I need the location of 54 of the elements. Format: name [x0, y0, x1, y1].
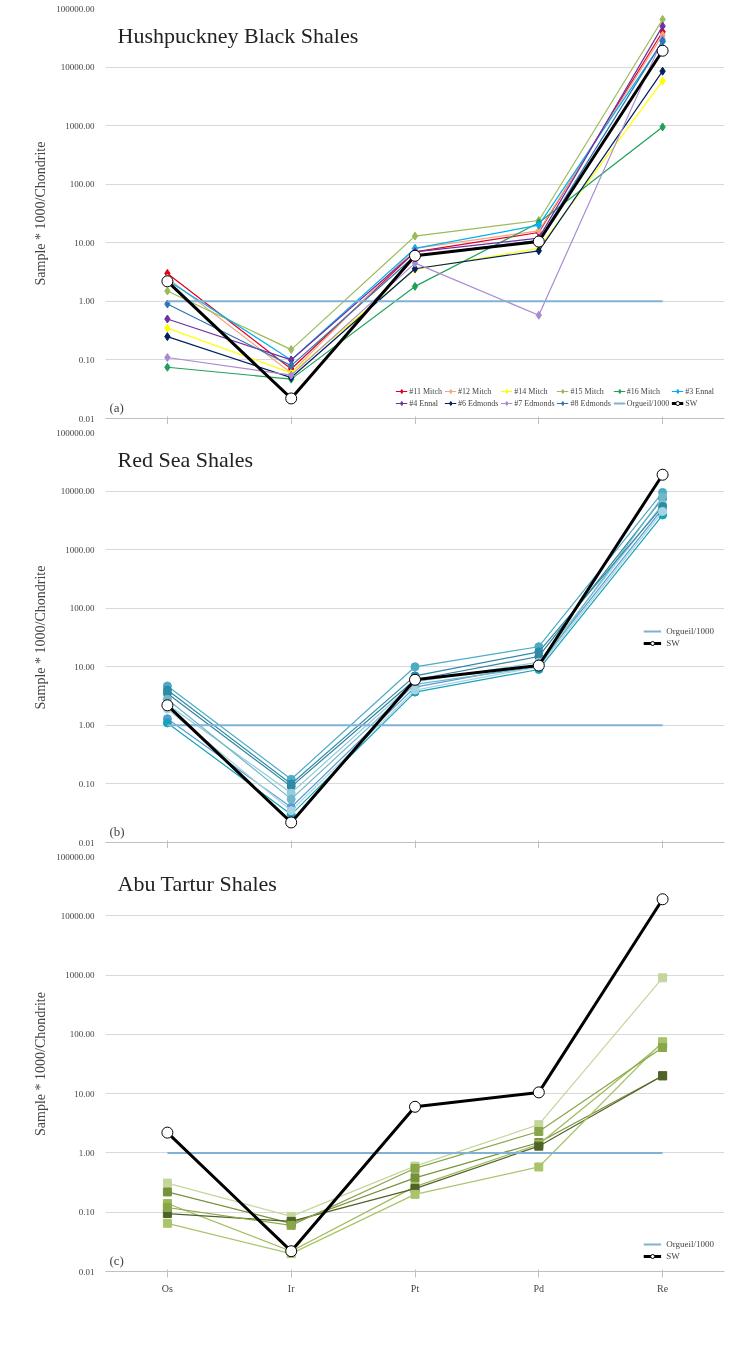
- legend-label: #14 Mitch: [514, 386, 548, 396]
- y-tick-label: 10000.00: [60, 910, 95, 921]
- legend-label: SW: [666, 1251, 681, 1261]
- y-tick-label: 10000.00: [60, 62, 95, 73]
- legend-label: Orgueil/1000: [626, 398, 670, 408]
- y-tick-label: 0.10: [78, 778, 95, 789]
- legend-label: SW: [666, 638, 681, 648]
- y-tick-label: 100000.00: [56, 427, 95, 438]
- legend-label: #6 Edmonds: [458, 398, 499, 408]
- y-tick-label: 0.01: [78, 413, 95, 424]
- y-tick-label: 100.00: [69, 603, 95, 614]
- x-tick-label: Pd: [533, 1282, 545, 1294]
- legend-label: Orgueil/1000: [666, 626, 714, 636]
- legend-label: #16 Mitch: [626, 386, 660, 396]
- legend-label: #11 Mitch: [409, 386, 443, 396]
- annotation: (c): [109, 1252, 124, 1268]
- x-tick-label: Ir: [287, 1282, 296, 1294]
- text: Red Sea Shales: [117, 446, 254, 472]
- y-tick-label: 0.01: [78, 837, 95, 848]
- legend-label: #3 Ennal: [685, 386, 714, 396]
- y-tick-label: 1000.00: [65, 120, 95, 131]
- y-tick-label: 10.00: [74, 237, 95, 248]
- y-tick-label: 100.00: [69, 179, 95, 190]
- legend-label: #12 Mitch: [458, 386, 492, 396]
- x-tick-label: Pt: [410, 1282, 420, 1294]
- y-tick-label: 10.00: [74, 661, 95, 672]
- y-tick-label: 100000.00: [56, 851, 95, 862]
- text: Hushpuckney Black Shales: [117, 22, 359, 48]
- y-tick-label: 100.00: [69, 1029, 95, 1040]
- y-tick-label: 10.00: [74, 1088, 95, 1099]
- legend-label: #4 Ennal: [409, 398, 438, 408]
- y-tick-label: 0.10: [78, 354, 95, 365]
- y-tick-label: 1.00: [78, 1147, 95, 1158]
- y-tick-label: 10000.00: [60, 486, 95, 497]
- y-tick-label: 1.00: [78, 296, 95, 307]
- annotation: (b): [109, 823, 125, 839]
- legend-label: Orgueil/1000: [666, 1239, 714, 1249]
- y-axis-title: Sample * 1000/Chondrite: [33, 141, 49, 286]
- x-tick-label: Re: [657, 1282, 669, 1294]
- y-tick-label: 100000.00: [56, 3, 95, 14]
- legend-label: #8 Edmonds: [570, 398, 611, 408]
- legend-label: #7 Edmonds: [514, 398, 555, 408]
- y-tick-label: 0.10: [78, 1207, 95, 1218]
- y-axis-title: Sample * 1000/Chondrite: [33, 565, 49, 710]
- y-tick-label: 1.00: [78, 720, 95, 731]
- y-tick-label: 1000.00: [65, 544, 95, 555]
- text: Abu Tartur Shales: [117, 870, 277, 896]
- x-tick-label: Os: [161, 1282, 174, 1294]
- legend-label: #15 Mitch: [570, 386, 604, 396]
- y-tick-label: 0.01: [78, 1266, 95, 1277]
- legend-label: SW: [685, 398, 699, 408]
- annotation: (a): [109, 399, 124, 415]
- y-tick-label: 1000.00: [65, 970, 95, 981]
- y-axis-title: Sample * 1000/Chondrite: [33, 992, 49, 1136]
